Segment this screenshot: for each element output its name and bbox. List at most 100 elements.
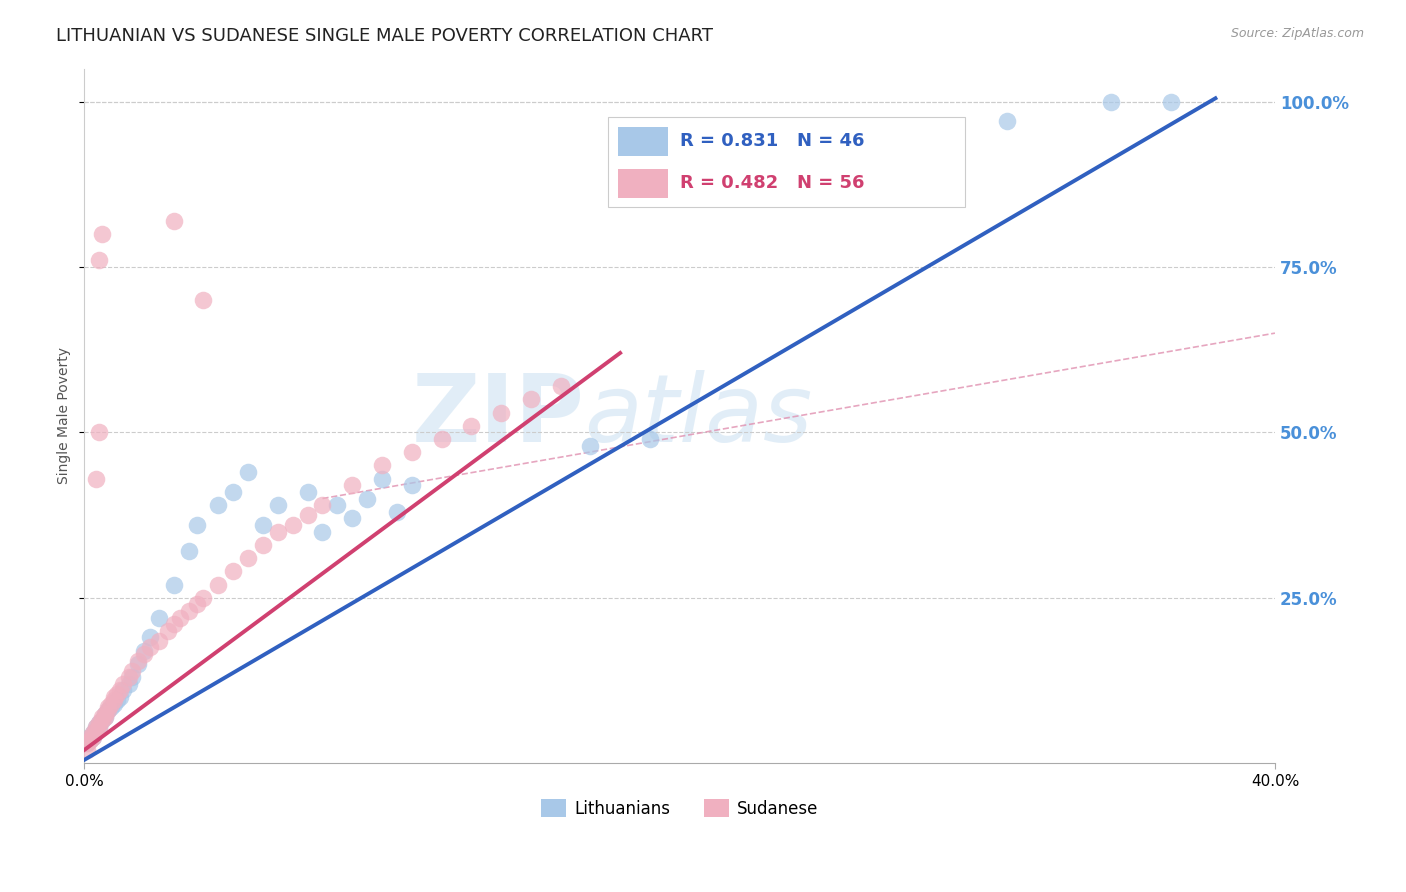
Point: [1160, 95, 1182, 109]
Point: [207, 498, 229, 512]
Text: Source: ZipAtlas.com: Source: ZipAtlas.com: [1230, 27, 1364, 40]
Point: [371, 472, 394, 486]
Point: [118, 670, 141, 684]
Point: [163, 577, 186, 591]
Point: [311, 498, 333, 512]
Point: [94, 706, 117, 721]
Point: [936, 128, 959, 142]
Point: [97, 703, 120, 717]
Point: [112, 683, 135, 698]
Point: [252, 538, 274, 552]
Point: [163, 213, 186, 227]
Point: [91, 713, 114, 727]
Point: [79, 733, 101, 747]
Point: [84, 720, 107, 734]
Point: [311, 524, 333, 539]
Point: [105, 693, 128, 707]
Point: [89, 253, 111, 268]
Point: [118, 677, 141, 691]
Point: [89, 716, 111, 731]
Point: [121, 670, 143, 684]
Point: [579, 439, 602, 453]
Point: [163, 617, 186, 632]
Point: [342, 478, 364, 492]
Point: [156, 624, 179, 638]
Point: [148, 633, 170, 648]
FancyBboxPatch shape: [617, 169, 668, 198]
FancyBboxPatch shape: [617, 127, 668, 156]
Point: [76, 743, 98, 757]
Point: [297, 508, 319, 522]
Point: [112, 677, 135, 691]
Point: [193, 293, 215, 307]
FancyBboxPatch shape: [609, 117, 966, 208]
Point: [108, 690, 131, 704]
Point: [108, 683, 131, 698]
Point: [207, 577, 229, 591]
Point: [79, 730, 101, 744]
Point: [82, 726, 104, 740]
Point: [148, 610, 170, 624]
Y-axis label: Single Male Poverty: Single Male Poverty: [58, 347, 72, 484]
Point: [169, 610, 191, 624]
Point: [356, 491, 378, 506]
Point: [385, 505, 408, 519]
Point: [326, 498, 349, 512]
Point: [236, 465, 259, 479]
Point: [127, 657, 149, 671]
Point: [97, 703, 120, 717]
Point: [89, 720, 111, 734]
Text: R = 0.831   N = 46: R = 0.831 N = 46: [679, 132, 865, 151]
Point: [105, 687, 128, 701]
Point: [132, 647, 155, 661]
Text: LITHUANIAN VS SUDANESE SINGLE MALE POVERTY CORRELATION CHART: LITHUANIAN VS SUDANESE SINGLE MALE POVER…: [56, 27, 713, 45]
Legend: Lithuanians, Sudanese: Lithuanians, Sudanese: [534, 793, 825, 824]
Point: [550, 379, 572, 393]
Point: [79, 730, 101, 744]
Point: [103, 690, 125, 704]
Point: [186, 518, 208, 533]
Point: [94, 706, 117, 721]
Point: [91, 713, 114, 727]
Point: [281, 518, 304, 533]
Point: [91, 227, 114, 241]
Point: [89, 720, 111, 734]
Point: [94, 710, 117, 724]
Point: [139, 631, 162, 645]
Point: [84, 723, 107, 737]
Point: [995, 114, 1018, 128]
Point: [100, 699, 122, 714]
Point: [76, 736, 98, 750]
Text: R = 0.482   N = 56: R = 0.482 N = 56: [679, 174, 865, 192]
Point: [79, 733, 101, 747]
Point: [222, 484, 245, 499]
Point: [89, 425, 111, 440]
Point: [82, 730, 104, 744]
Point: [193, 591, 215, 605]
Point: [177, 604, 200, 618]
Point: [430, 432, 453, 446]
Point: [222, 564, 245, 578]
Point: [489, 405, 512, 419]
Point: [1099, 95, 1122, 109]
Point: [94, 710, 117, 724]
Point: [520, 392, 543, 407]
Point: [97, 699, 120, 714]
Point: [91, 710, 114, 724]
Point: [84, 472, 107, 486]
Point: [342, 511, 364, 525]
Text: atlas: atlas: [585, 370, 813, 461]
Point: [297, 484, 319, 499]
Point: [82, 726, 104, 740]
Point: [100, 697, 122, 711]
Point: [186, 598, 208, 612]
Point: [84, 723, 107, 737]
Point: [139, 640, 162, 655]
Point: [252, 518, 274, 533]
Point: [132, 643, 155, 657]
Point: [401, 478, 423, 492]
Point: [638, 432, 661, 446]
Point: [267, 498, 290, 512]
Point: [89, 716, 111, 731]
Point: [103, 697, 125, 711]
